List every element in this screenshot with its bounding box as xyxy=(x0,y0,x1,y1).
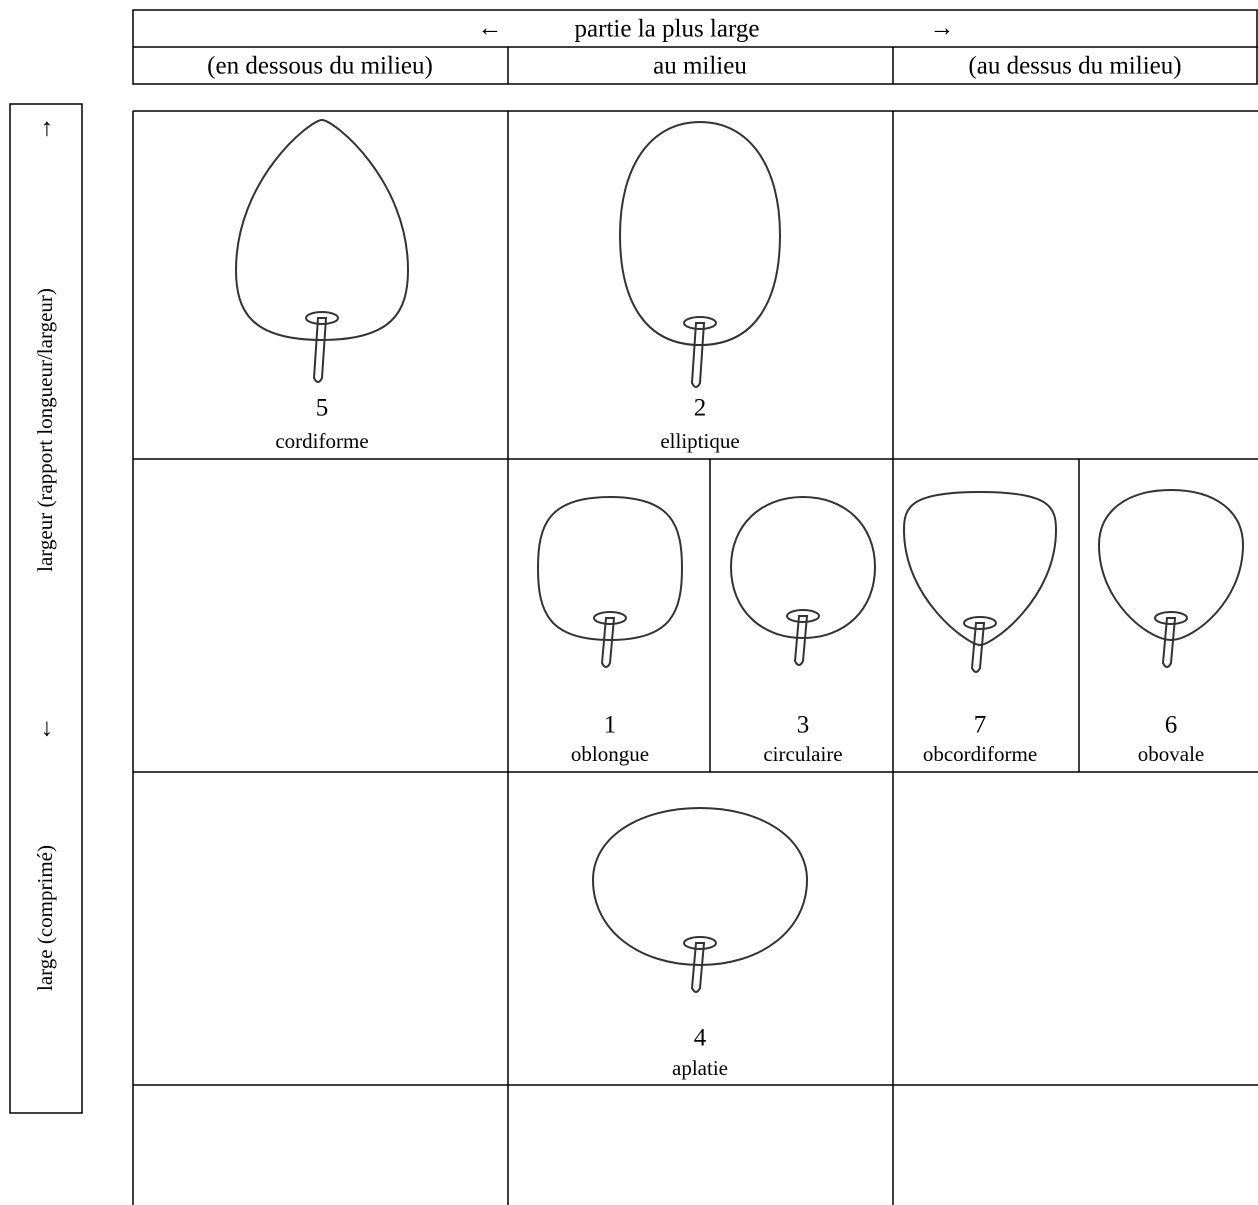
stem xyxy=(1161,617,1177,668)
shape-name: circulaire xyxy=(763,742,842,766)
stem xyxy=(312,317,328,383)
fruit-outline xyxy=(729,495,877,640)
shape-number: 3 xyxy=(797,712,810,739)
header-title: partie la plus large xyxy=(575,16,760,43)
side-label: large (comprimé) xyxy=(33,845,57,991)
shape-number: 4 xyxy=(694,1025,707,1052)
stem-cavity xyxy=(683,316,717,330)
arrow-right: → xyxy=(930,15,955,42)
stem xyxy=(970,622,986,673)
table-lines xyxy=(9,9,1258,1205)
shape-number: 5 xyxy=(316,395,329,422)
shape-name: obcordiforme xyxy=(923,742,1037,766)
stem-cavity xyxy=(1154,611,1188,625)
stem-cavity xyxy=(305,311,339,325)
column-header: (au dessus du milieu) xyxy=(968,53,1181,80)
shape-name: obovale xyxy=(1138,742,1204,766)
stem xyxy=(690,322,706,388)
shape-number: 6 xyxy=(1165,712,1178,739)
fruit-outline xyxy=(618,120,782,347)
shape-number: 7 xyxy=(974,712,987,739)
fruit-outline xyxy=(902,490,1058,647)
fruit-outline xyxy=(234,118,410,342)
fruit-outline xyxy=(1097,488,1245,642)
shape-name: elliptique xyxy=(660,429,739,453)
shape-name: cordiforme xyxy=(275,429,368,453)
stem-cavity xyxy=(683,936,717,950)
shape-number: 1 xyxy=(604,712,617,739)
arrow-down: ↓ xyxy=(41,715,54,742)
fruit-outline xyxy=(591,806,809,967)
shape-name: oblongue xyxy=(571,742,649,766)
arrow-up: ↑ xyxy=(41,115,54,142)
shape-name: aplatie xyxy=(672,1056,728,1080)
column-header: au milieu xyxy=(653,53,747,80)
stem xyxy=(793,615,809,666)
side-label: largeur (rapport longueur/largeur) xyxy=(33,288,57,572)
arrow-left: ← xyxy=(478,15,503,42)
stem-cavity xyxy=(593,611,627,625)
column-header: (en dessous du milieu) xyxy=(207,53,433,80)
fruit-outline xyxy=(536,495,684,642)
stem-cavity xyxy=(963,616,997,630)
stem-cavity xyxy=(786,609,820,623)
stem xyxy=(600,617,616,668)
shape-number: 2 xyxy=(694,395,707,422)
stem xyxy=(690,942,706,993)
